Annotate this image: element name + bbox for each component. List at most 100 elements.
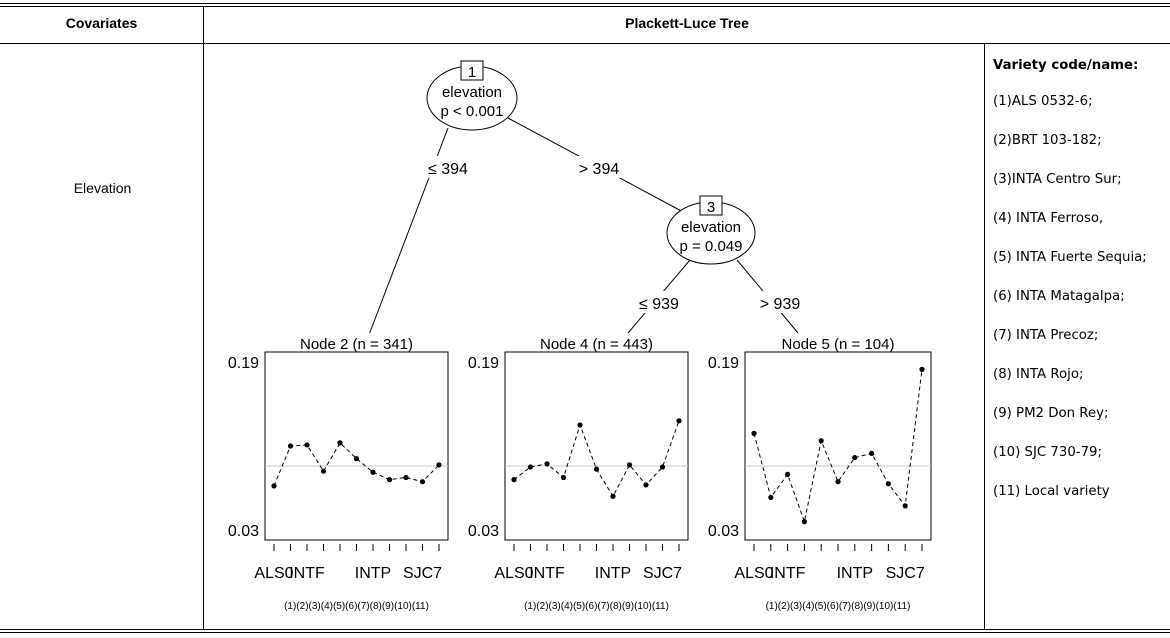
data-point bbox=[818, 438, 824, 444]
data-point bbox=[919, 366, 925, 372]
series-line bbox=[273, 442, 440, 487]
node-3-id-box bbox=[699, 195, 723, 216]
y-tick-label: 0.03 bbox=[228, 523, 259, 540]
node-1-variable: elevation bbox=[442, 84, 502, 101]
data-point bbox=[419, 479, 426, 485]
data-point bbox=[835, 479, 841, 485]
data-point bbox=[403, 474, 409, 481]
panel-title-bg bbox=[765, 333, 911, 351]
data-point bbox=[610, 493, 616, 499]
header-tree: Plackett-Luce Tree bbox=[625, 15, 749, 31]
node-1-id: 1 bbox=[468, 64, 476, 81]
legend-item: (11) Local variety bbox=[993, 484, 1110, 499]
x-tick-label: INTP bbox=[595, 565, 631, 582]
table-top-rule bbox=[0, 3, 1170, 4]
panel-frame bbox=[744, 351, 932, 541]
data-point bbox=[659, 464, 666, 470]
x-tick-label: SJC7 bbox=[886, 565, 925, 582]
y-tick-label: 0.03 bbox=[468, 523, 499, 540]
data-point bbox=[751, 430, 757, 436]
legend-title: Variety code/name: bbox=[993, 58, 1139, 73]
legend-item: (1)ALS 0532-6; bbox=[993, 94, 1093, 109]
node-3-id: 3 bbox=[707, 199, 715, 216]
data-point bbox=[885, 481, 892, 487]
legend-item: (3)INTA Centro Sur; bbox=[993, 172, 1122, 187]
table-bottom-rule bbox=[0, 632, 1170, 633]
data-point bbox=[271, 483, 277, 489]
x-tick-label: ALS0 bbox=[254, 565, 293, 582]
panel-title-bg bbox=[525, 333, 668, 351]
variety-legend: Variety code/name: (1)ALS 0532-6; (2)BRT … bbox=[993, 56, 1168, 499]
table-bottom-rule-inner bbox=[0, 629, 1170, 630]
panel-title: Node 4 (n = 443) bbox=[540, 336, 653, 353]
legend-item: (5) INTA Fuerte Sequia; bbox=[993, 250, 1147, 265]
data-point bbox=[785, 471, 791, 477]
legend-item: (7) INTA Precoz; bbox=[993, 328, 1099, 343]
panel-frame bbox=[504, 351, 689, 541]
edge-label-1-2: ≤ 394 bbox=[428, 161, 468, 178]
data-point bbox=[768, 494, 774, 501]
x-tick-label: INTF bbox=[289, 565, 325, 582]
data-point bbox=[353, 456, 360, 462]
data-point bbox=[869, 450, 875, 456]
data-point bbox=[577, 422, 583, 428]
legend-item: (2)BRT 103-182; bbox=[993, 133, 1102, 148]
node-1-id-box bbox=[460, 60, 484, 81]
x-tick-label: INTP bbox=[355, 565, 391, 582]
table-top-rule-inner bbox=[0, 6, 1170, 7]
x-tick-label: ALS0 bbox=[734, 565, 773, 582]
data-point bbox=[593, 466, 600, 472]
series-line bbox=[753, 369, 923, 524]
x-tick-label: INTF bbox=[529, 565, 565, 582]
data-point bbox=[643, 482, 649, 488]
legend-item: (4) INTA Ferroso, bbox=[993, 211, 1104, 226]
x-codes-label: (1)(2)(3)(4)(5)(6)(7)(8)(9)(10)(11) bbox=[766, 601, 911, 612]
data-point bbox=[527, 464, 534, 470]
node-3-variable: elevation bbox=[681, 219, 741, 236]
panel-title: Node 2 (n = 341) bbox=[300, 336, 413, 353]
x-codes-label: (1)(2)(3)(4)(5)(6)(7)(8)(9)(10)(11) bbox=[524, 601, 669, 612]
data-point bbox=[676, 418, 682, 424]
data-point bbox=[337, 440, 343, 446]
x-tick-label: SJC7 bbox=[643, 565, 682, 582]
column-divider bbox=[203, 6, 204, 629]
panel-title-bg bbox=[285, 333, 428, 351]
y-tick-label: 0.19 bbox=[228, 355, 259, 372]
data-point bbox=[436, 462, 442, 468]
legend-item: (9) PM2 Don Rey; bbox=[993, 406, 1109, 421]
panel-frame bbox=[264, 351, 449, 541]
edge-label-3-5: > 939 bbox=[760, 296, 801, 313]
y-tick-label: 0.19 bbox=[468, 355, 499, 372]
legend-item: (8) INTA Rojo; bbox=[993, 367, 1084, 382]
legend-item: (10) SJC 730-79; bbox=[993, 445, 1102, 460]
series-line bbox=[513, 420, 680, 498]
x-tick-label: ALS0 bbox=[494, 565, 533, 582]
data-point bbox=[560, 474, 567, 481]
x-codes-label: (1)(2)(3)(4)(5)(6)(7)(8)(9)(10)(11) bbox=[284, 601, 429, 612]
data-point bbox=[511, 477, 517, 483]
header-covariates: Covariates bbox=[65, 15, 138, 31]
data-point bbox=[304, 442, 310, 448]
x-tick-label: INTP bbox=[837, 565, 873, 582]
x-tick-label: INTF bbox=[770, 565, 806, 582]
data-point bbox=[852, 454, 858, 461]
edge-label-3-4: ≤ 939 bbox=[639, 296, 679, 313]
y-tick-label: 0.03 bbox=[708, 523, 739, 540]
data-point bbox=[370, 469, 376, 475]
data-point bbox=[544, 461, 550, 467]
header-bottom-rule bbox=[0, 43, 1170, 44]
node-1-pvalue: p < 0.001 bbox=[441, 103, 504, 120]
data-point bbox=[320, 468, 327, 474]
x-tick-label: SJC7 bbox=[403, 565, 442, 582]
node-3-pvalue: p = 0.049 bbox=[680, 238, 743, 255]
y-tick-label: 0.19 bbox=[708, 355, 739, 372]
data-point bbox=[287, 443, 294, 449]
panel-title: Node 5 (n = 104) bbox=[782, 336, 895, 353]
data-point bbox=[386, 477, 393, 483]
data-point bbox=[902, 503, 908, 509]
legend-item: (6) INTA Matagalpa; bbox=[993, 289, 1125, 304]
